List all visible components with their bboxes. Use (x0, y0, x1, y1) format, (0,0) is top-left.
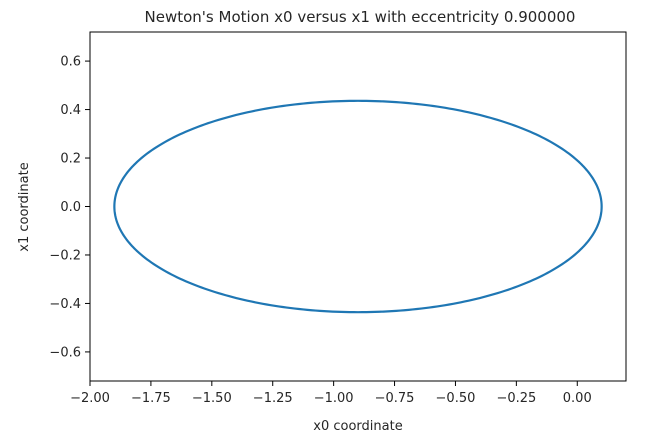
x-tick-label: 0.00 (563, 391, 592, 406)
y-tick-label: −0.2 (49, 248, 81, 263)
x-tick-label: −1.50 (192, 391, 232, 406)
x-axis-label: x0 coordinate (313, 419, 402, 434)
orbit-series-line (113, 99, 603, 314)
x-tick-label: −0.75 (375, 391, 415, 406)
chart-title: Newton's Motion x0 versus x1 with eccent… (145, 8, 576, 26)
plot-area (113, 99, 603, 314)
y-tick-label: 0.4 (60, 103, 81, 118)
y-tick-label: −0.6 (49, 345, 81, 360)
x-tick-label: −1.75 (131, 391, 171, 406)
x-tick-label: −2.00 (70, 391, 110, 406)
y-axis-ticks: 0.6 0.4 0.2 0.0 −0.2 −0.4 −0.6 (49, 55, 90, 360)
axes-frame (89, 31, 627, 382)
y-tick-label: 0.0 (60, 200, 81, 215)
x-tick-label: −0.50 (436, 391, 476, 406)
y-tick-label: 0.6 (60, 55, 81, 70)
y-tick-label: −0.4 (49, 297, 81, 312)
y-axis-label: x1 coordinate (17, 162, 32, 251)
y-tick-label: 0.2 (60, 152, 81, 167)
x-tick-label: −0.25 (496, 391, 536, 406)
x-tick-label: −1.00 (314, 391, 354, 406)
x-axis-ticks: −2.00 −1.75 −1.50 −1.25 −1.00 −0.75 −0.50 −0.25… (70, 381, 592, 406)
x-tick-label: −1.25 (253, 391, 293, 406)
